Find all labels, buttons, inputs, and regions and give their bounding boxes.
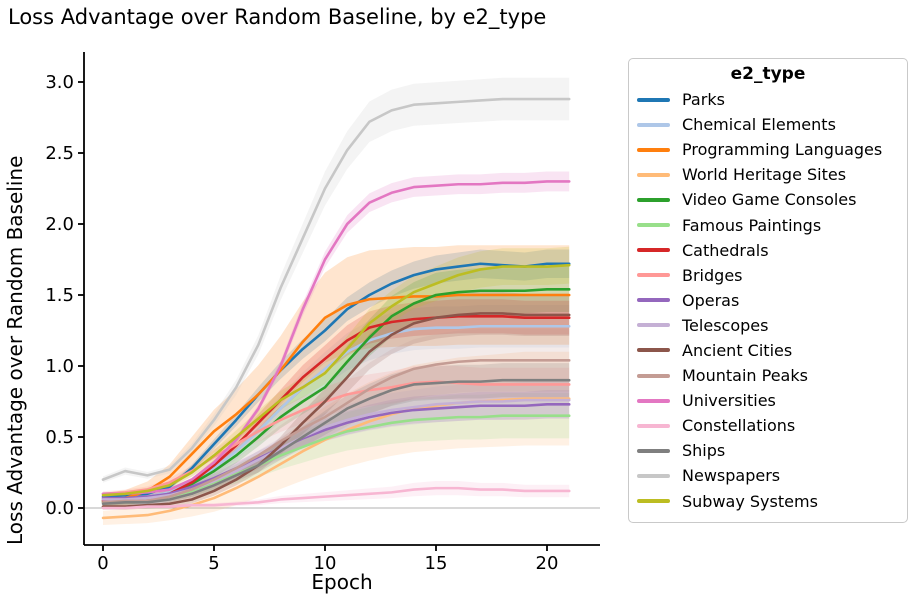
ci-band-subway-systems: [103, 246, 570, 498]
legend-swatch-world-heritage-sites: [637, 172, 670, 177]
series-line-ancient-cities: [101, 312, 571, 508]
x-tick-label: 20: [536, 553, 559, 574]
legend-swatch-mountain-peaks: [637, 373, 670, 378]
legend-swatch-cathedrals: [637, 248, 670, 253]
legend-swatch-ships: [637, 448, 670, 453]
ci-band-telescopes: [103, 381, 570, 503]
legend-swatch-famous-paintings: [637, 223, 670, 228]
ci-band-mountain-peaks: [103, 329, 570, 508]
x-tick-label: 0: [97, 553, 108, 574]
legend-label: Mountain Peaks: [682, 366, 808, 386]
legend-item-newspapers: Newspapers: [629, 463, 907, 488]
legend-label: Newspapers: [682, 466, 781, 486]
x-tick-label: 5: [208, 553, 219, 574]
ci-band-chemical-elements: [103, 304, 570, 503]
chart-title: Loss Advantage over Random Baseline, by …: [8, 5, 547, 29]
ci-band-ships: [103, 363, 570, 507]
legend-item-universities: Universities: [629, 388, 907, 413]
ci-band-cathedrals: [103, 299, 570, 504]
legend-label: Famous Paintings: [682, 215, 822, 235]
legend-item-cathedrals: Cathedrals: [629, 238, 907, 263]
legend-label: Ships: [682, 441, 726, 461]
legend-label: World Heritage Sites: [682, 165, 847, 185]
series-line-bridges: [101, 380, 571, 496]
series-line-mountain-peaks: [101, 359, 571, 504]
series-line-constellations: [101, 486, 571, 510]
legend-swatch-subway-systems: [637, 499, 670, 504]
legend-swatch-telescopes: [637, 323, 670, 328]
legend-swatch-operas: [637, 298, 670, 303]
ci-band-ancient-cities: [103, 292, 570, 510]
legend-item-subway-systems: Subway Systems: [629, 489, 907, 514]
series-line-cathedrals: [101, 314, 571, 503]
legend-swatch-programming-languages: [637, 147, 670, 152]
y-tick-label: 0.0: [45, 498, 74, 519]
series-line-ships: [101, 378, 571, 506]
legend-label: Chemical Elements: [682, 115, 836, 135]
legend-item-ships: Ships: [629, 438, 907, 463]
ci-band-newspapers: [103, 77, 570, 483]
ci-band-bridges: [103, 364, 570, 497]
legend-swatch-bridges: [637, 273, 670, 278]
series-line-programming-languages: [101, 293, 571, 503]
series-line-newspapers: [101, 97, 571, 481]
ci-band-video-game-consoles: [103, 266, 570, 506]
series-line-universities: [101, 180, 571, 496]
legend-label: Constellations: [682, 416, 796, 436]
legend-swatch-constellations: [637, 423, 670, 428]
legend-item-programming-languages: Programming Languages: [629, 137, 907, 162]
y-tick-label: 1.5: [45, 285, 74, 306]
y-axis-label: Loss Advantage over Random Baseline: [3, 155, 27, 545]
ci-band-universities: [103, 171, 570, 496]
legend-swatch-universities: [637, 398, 670, 403]
legend-item-famous-paintings: Famous Paintings: [629, 212, 907, 237]
legend-label: Operas: [682, 290, 740, 310]
legend-label: Cathedrals: [682, 240, 769, 260]
legend-swatch-newspapers: [637, 473, 670, 478]
y-tick-label: 0.5: [45, 427, 74, 448]
legend-swatch-video-game-consoles: [637, 197, 670, 202]
legend-item-bridges: Bridges: [629, 263, 907, 288]
legend-item-world-heritage-sites: World Heritage Sites: [629, 162, 907, 187]
ci-band-programming-languages: [103, 245, 570, 509]
legend-swatch-parks: [637, 97, 670, 102]
legend-item-chemical-elements: Chemical Elements: [629, 112, 907, 137]
y-tick-label: 2.0: [45, 214, 74, 235]
legend-item-mountain-peaks: Mountain Peaks: [629, 363, 907, 388]
legend-item-constellations: Constellations: [629, 413, 907, 438]
legend-swatch-chemical-elements: [637, 122, 670, 127]
legend-label: Bridges: [682, 265, 743, 285]
legend-item-video-game-consoles: Video Game Consoles: [629, 187, 907, 212]
legend-items: Parks Chemical Elements Programming Langua…: [629, 87, 907, 514]
legend-item-ancient-cities: Ancient Cities: [629, 338, 907, 363]
legend-label: Subway Systems: [682, 491, 818, 511]
legend-item-telescopes: Telescopes: [629, 313, 907, 338]
series-line-subway-systems: [101, 263, 571, 497]
legend-label: Programming Languages: [682, 140, 883, 160]
legend: e2_type Parks Chemical Elements Programmin…: [628, 58, 908, 523]
legend-title: e2_type: [730, 64, 806, 84]
series-line-operas: [101, 403, 571, 500]
y-tick-label: 2.5: [45, 143, 74, 164]
legend-item-operas: Operas: [629, 288, 907, 313]
legend-label: Telescopes: [682, 315, 769, 335]
legend-label: Parks: [682, 90, 725, 110]
legend-label: Universities: [682, 391, 776, 411]
legend-swatch-ancient-cities: [637, 348, 670, 353]
legend-label: Video Game Consoles: [682, 190, 857, 210]
y-tick-label: 1.0: [45, 356, 74, 377]
x-tick-label: 15: [425, 553, 448, 574]
legend-label: Ancient Cities: [682, 340, 793, 360]
y-tick-label: 3.0: [45, 72, 74, 93]
x-tick-label: 10: [314, 553, 337, 574]
x-axis-label: Epoch: [311, 570, 373, 594]
legend-item-parks: Parks: [629, 87, 907, 112]
